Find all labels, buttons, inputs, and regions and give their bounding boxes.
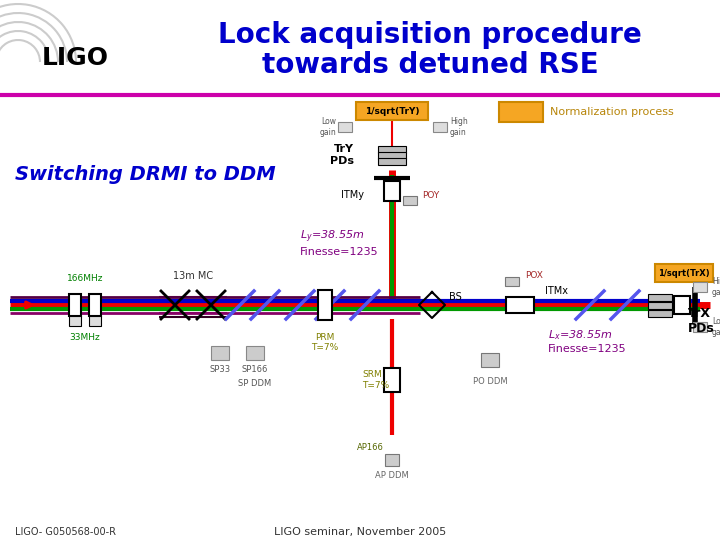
Text: $L_x$=38.55m: $L_x$=38.55m bbox=[548, 328, 612, 342]
Text: ITMy: ITMy bbox=[341, 190, 364, 200]
Bar bbox=[693, 322, 707, 332]
Bar bbox=[505, 276, 519, 286]
Text: LIGO seminar, November 2005: LIGO seminar, November 2005 bbox=[274, 527, 446, 537]
Bar bbox=[433, 122, 447, 132]
Bar bbox=[378, 158, 406, 165]
Text: ITMx: ITMx bbox=[545, 286, 568, 296]
Text: SP33: SP33 bbox=[210, 365, 230, 374]
Text: 1/sqrt(TrY): 1/sqrt(TrY) bbox=[365, 106, 419, 116]
Text: High
gain: High gain bbox=[450, 117, 468, 137]
FancyBboxPatch shape bbox=[655, 264, 713, 282]
Text: PO DDM: PO DDM bbox=[473, 377, 508, 386]
Bar bbox=[506, 297, 534, 313]
Text: PRM
T=7%: PRM T=7% bbox=[311, 333, 338, 353]
Text: High
gain: High gain bbox=[712, 278, 720, 296]
Bar bbox=[89, 316, 101, 326]
Text: Normalization process: Normalization process bbox=[550, 107, 674, 117]
Bar bbox=[674, 296, 690, 314]
Text: TrY
PDs: TrY PDs bbox=[330, 144, 354, 166]
Text: Low
gain: Low gain bbox=[712, 318, 720, 337]
Bar bbox=[648, 301, 672, 308]
Bar bbox=[211, 346, 229, 360]
Bar bbox=[69, 294, 81, 316]
Bar bbox=[481, 353, 499, 367]
Bar bbox=[246, 346, 264, 360]
Text: LIGO- G050568-00-R: LIGO- G050568-00-R bbox=[15, 527, 116, 537]
Text: 166MHz: 166MHz bbox=[67, 274, 103, 283]
Text: TrX
PDs: TrX PDs bbox=[688, 307, 715, 335]
Bar bbox=[318, 290, 332, 320]
Text: Finesse=1235: Finesse=1235 bbox=[548, 344, 626, 354]
Text: AP166: AP166 bbox=[356, 443, 384, 453]
Text: SRM
T=7%: SRM T=7% bbox=[362, 370, 390, 390]
Text: Low
gain: Low gain bbox=[319, 117, 336, 137]
Bar bbox=[378, 145, 406, 152]
Bar bbox=[385, 454, 399, 466]
Bar bbox=[89, 294, 101, 316]
Text: 13m MC: 13m MC bbox=[173, 271, 213, 281]
Text: Finesse=1235: Finesse=1235 bbox=[300, 247, 379, 257]
Text: $L_y$=38.55m: $L_y$=38.55m bbox=[300, 229, 364, 245]
FancyBboxPatch shape bbox=[356, 102, 428, 120]
FancyBboxPatch shape bbox=[499, 102, 543, 122]
Bar bbox=[338, 122, 352, 132]
Text: POY: POY bbox=[422, 192, 439, 200]
Text: AP DDM: AP DDM bbox=[375, 470, 409, 480]
Text: Lock acquisition procedure: Lock acquisition procedure bbox=[218, 21, 642, 49]
Text: towards detuned RSE: towards detuned RSE bbox=[261, 51, 598, 79]
Bar bbox=[648, 294, 672, 300]
Bar bbox=[693, 282, 707, 292]
Text: BS: BS bbox=[449, 292, 462, 302]
Text: SP DDM: SP DDM bbox=[238, 379, 271, 388]
Text: POX: POX bbox=[525, 271, 543, 280]
Text: LIGO: LIGO bbox=[42, 46, 109, 70]
Bar bbox=[384, 181, 400, 201]
Bar bbox=[69, 316, 81, 326]
Text: Switching DRMI to DDM: Switching DRMI to DDM bbox=[15, 165, 276, 185]
Bar bbox=[384, 368, 400, 392]
Bar bbox=[378, 152, 406, 159]
Text: SP166: SP166 bbox=[242, 365, 268, 374]
Bar bbox=[648, 309, 672, 316]
Text: 1/sqrt(TrX): 1/sqrt(TrX) bbox=[658, 268, 710, 278]
Bar bbox=[403, 195, 417, 205]
Text: 33MHz: 33MHz bbox=[70, 333, 100, 342]
